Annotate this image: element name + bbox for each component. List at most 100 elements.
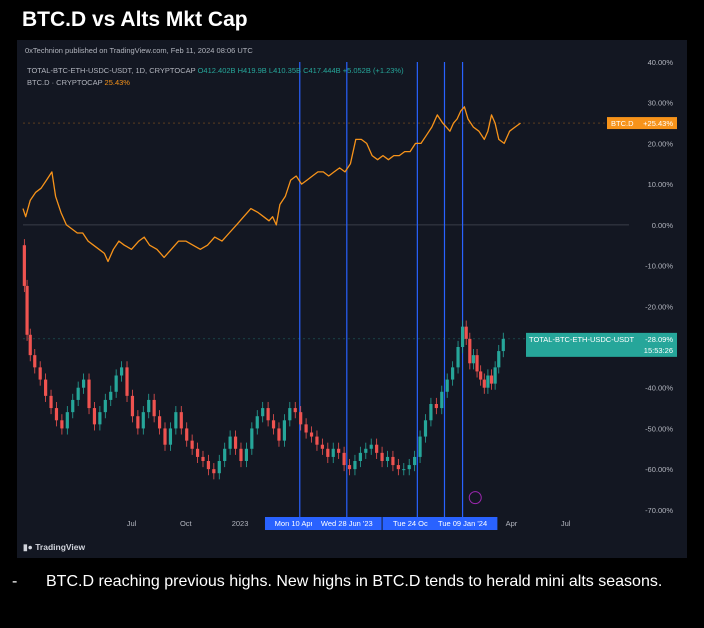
- note-text: BTC.D reaching previous highs. New highs…: [46, 573, 663, 590]
- alts-candle-body: [206, 461, 211, 470]
- alts-candle-body: [82, 379, 86, 388]
- alts-candle-body: [396, 465, 400, 470]
- alts-candle-body: [358, 452, 362, 461]
- alts-candle-body: [87, 379, 91, 409]
- legend-series-2-value: 25.43%: [104, 78, 130, 87]
- alts-candle-body: [375, 444, 379, 453]
- chart-svg[interactable]: 40.00% 30.00% 20.00% 10.00% 0.00% -10.00% -20.…: [17, 40, 687, 558]
- vertical-markers: [299, 62, 464, 518]
- alts-candle-body: [255, 416, 259, 429]
- alts-candle-body: [482, 379, 486, 388]
- alts-candle-body: [493, 367, 497, 384]
- alts-candle-body: [402, 469, 406, 471]
- alts-candle-body: [418, 436, 422, 457]
- legend-series-1-ohlc: O412.402B H419.9B L410.35B C417.444B +5.…: [197, 66, 404, 75]
- page-title: BTC.D vs Alts Mkt Cap: [22, 8, 248, 31]
- alts-candle-body: [460, 326, 465, 347]
- note-bullet: -: [12, 573, 18, 590]
- legend-series-2: BTC.D · CRYPTOCAP 25.43%: [27, 78, 130, 87]
- alts-candle-body: [413, 456, 417, 466]
- alts-candle-body: [239, 448, 243, 461]
- alts-candle-body: [54, 408, 59, 421]
- alts-candle-body: [168, 428, 173, 445]
- tradingview-logo-icon: ▮●: [23, 542, 33, 552]
- alts-candle-body: [103, 399, 107, 413]
- alts-candle-body: [114, 375, 118, 392]
- alts-candle-body: [320, 444, 324, 449]
- alts-candle-body: [98, 412, 102, 425]
- y-axis: 40.00% 30.00% 20.00% 10.00% 0.00% -10.00% -20.…: [645, 58, 673, 515]
- alts-candle-body: [501, 338, 505, 352]
- btcd-last-name: BTC.D: [611, 119, 634, 128]
- alts-candle-body: [195, 448, 200, 457]
- alts-candle-body: [364, 448, 368, 453]
- alts-candle-body: [130, 395, 135, 417]
- alts-candle-body: [385, 456, 390, 461]
- alts-candle-body: [185, 428, 189, 441]
- alts-candle-body: [244, 448, 249, 461]
- alts-candle-body: [407, 465, 411, 470]
- alts-label-box: [526, 332, 677, 357]
- alts-candle-body: [28, 334, 32, 356]
- alts-candle-body: [44, 379, 48, 396]
- alts-candle-body: [92, 408, 97, 425]
- alts-candle-body: [293, 408, 297, 413]
- alts-candle-body: [391, 456, 395, 466]
- y-tick-label: 0.00%: [652, 221, 674, 230]
- alts-candle-body: [261, 408, 265, 417]
- y-tick-label: 10.00%: [648, 180, 674, 189]
- alts-candle-body: [136, 416, 140, 429]
- x-tick-label: Jul: [561, 519, 571, 528]
- alts-candle-body: [33, 355, 37, 368]
- alts-last-time: 15:53:26: [644, 346, 673, 355]
- alts-candle-body: [282, 420, 286, 441]
- alts-candle-body: [331, 448, 335, 457]
- date-marker-box: [427, 517, 498, 530]
- legend-series-2-name: BTC.D · CRYPTOCAP: [27, 78, 103, 87]
- x-tick-label: Oct: [180, 519, 193, 528]
- alts-candle-body: [223, 448, 227, 461]
- y-tick-label: -50.00%: [645, 424, 673, 433]
- alts-candle-body: [471, 355, 476, 364]
- alts-candle-body: [489, 375, 494, 384]
- alts-candle-body: [119, 367, 124, 376]
- alts-last-name: TOTAL-BTC-ETH-USDC-USDT: [529, 335, 635, 344]
- date-marker-box: [312, 517, 382, 530]
- alts-candle-body: [456, 347, 460, 368]
- alts-candle-body: [309, 432, 314, 437]
- alts-candle-body: [60, 420, 64, 429]
- alts-candle-body: [71, 399, 75, 413]
- alts-candle-body: [38, 367, 42, 380]
- alts-candle-body: [486, 375, 490, 388]
- alts-candle-body: [141, 412, 145, 429]
- date-marker-label: Tue 24 Oct '23: [393, 519, 442, 528]
- y-tick-label: 20.00%: [648, 139, 674, 148]
- alts-candle-body: [163, 428, 167, 445]
- x-tick-label: 2023: [232, 519, 249, 528]
- alts-candle-body: [434, 404, 438, 409]
- alts-candle-body: [109, 391, 113, 400]
- alts-candle-body: [147, 399, 151, 413]
- alts-candle-body: [342, 452, 346, 466]
- alts-candle-body: [445, 379, 449, 392]
- alts-candle-body: [157, 416, 162, 429]
- y-tick-label: -70.00%: [645, 506, 673, 515]
- alts-candle-body: [125, 367, 129, 396]
- tradingview-logo[interactable]: ▮● TradingView: [23, 542, 85, 553]
- y-tick-label: -10.00%: [645, 262, 673, 271]
- y-tick-label: 40.00%: [648, 58, 674, 67]
- tradingview-logo-text: TradingView: [35, 542, 86, 552]
- alts-candle-body: [76, 387, 80, 400]
- series-layer: [22, 106, 521, 480]
- btcd-last-value: +25.43%: [643, 119, 673, 128]
- alts-candle-body: [179, 412, 183, 429]
- legend-series-1: TOTAL-BTC-ETH-USDC-USDT, 1D, CRYPTOCAP O…: [27, 66, 404, 75]
- alts-candle-body: [228, 436, 232, 449]
- alts-candle-body: [337, 448, 341, 453]
- alts-candle-body: [277, 428, 281, 441]
- y-tick-label: -40.00%: [645, 384, 673, 393]
- date-marker-label: Wed 28 Jun '23: [321, 519, 373, 528]
- alts-candle-body: [380, 452, 384, 461]
- alts-candle-body: [288, 408, 292, 421]
- alts-candle-body: [299, 412, 303, 425]
